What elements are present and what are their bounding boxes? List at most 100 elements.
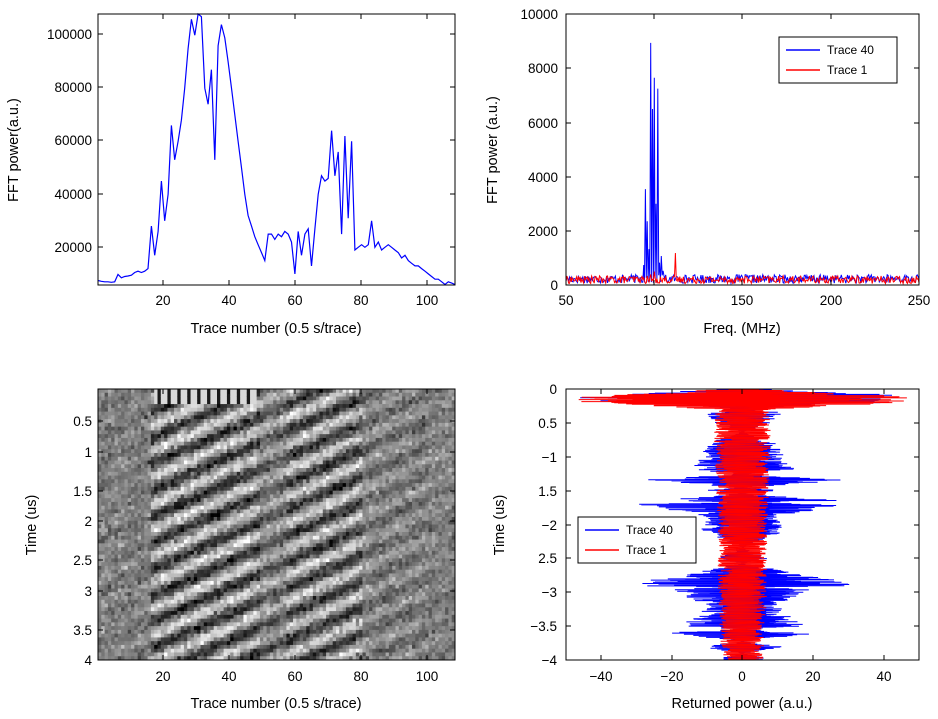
bl-pixel xyxy=(170,524,175,529)
bl-pixel xyxy=(197,415,201,420)
bl-pixel xyxy=(127,475,132,480)
bl-pixel xyxy=(124,468,129,473)
tl-xtick-label: 40 xyxy=(221,293,236,308)
bl-pixel xyxy=(296,411,301,416)
bl-pixel xyxy=(279,441,284,446)
bl-pixel xyxy=(213,599,218,604)
bl-pixel xyxy=(259,419,264,424)
bl-pixel xyxy=(302,389,307,394)
bl-pixel xyxy=(121,392,125,397)
bl-pixel xyxy=(306,415,310,420)
bl-pixel xyxy=(279,494,284,499)
bl-pixel xyxy=(319,430,324,435)
bl-pixel xyxy=(101,404,106,409)
bl-pixel xyxy=(233,509,238,514)
bl-pixel xyxy=(319,599,324,604)
bl-pixel xyxy=(164,392,168,397)
bl-pixel xyxy=(170,652,175,657)
bl-pixel xyxy=(197,547,201,552)
bl-pixel xyxy=(111,599,115,604)
bl-pixel xyxy=(217,460,221,465)
bl-pixel xyxy=(197,513,201,518)
bl-pixel xyxy=(276,641,281,646)
bl-pixel xyxy=(273,392,277,397)
bl-pixel xyxy=(203,460,208,465)
bl-pixel xyxy=(269,464,274,469)
bl-pixel xyxy=(147,468,152,473)
bl-pixel xyxy=(253,445,258,450)
bl-pixel xyxy=(137,607,142,612)
bl-pixel xyxy=(107,483,112,488)
bl-pixel xyxy=(187,396,191,401)
bl-pixel xyxy=(104,422,109,428)
bl-pixel xyxy=(273,509,277,514)
bl-pixel xyxy=(157,430,162,435)
bl-pixel xyxy=(137,422,142,428)
bl-pixel xyxy=(293,404,297,409)
bl-pixel xyxy=(306,622,310,627)
bl-pixel xyxy=(144,445,148,450)
bl-pixel xyxy=(276,588,281,593)
bl-pixel xyxy=(177,494,182,499)
bl-pixel xyxy=(283,434,287,439)
bl-pixel xyxy=(207,543,211,548)
bl-pixel xyxy=(259,509,264,514)
bl-pixel xyxy=(210,392,215,397)
bl-pixel xyxy=(111,475,115,480)
bl-pixel xyxy=(217,607,221,612)
bl-pixel xyxy=(293,437,297,443)
bl-pixel xyxy=(230,577,234,582)
bl-pixel xyxy=(157,629,162,635)
bl-pixel xyxy=(223,539,228,544)
bl-pixel xyxy=(286,400,291,405)
bl-pixel xyxy=(190,498,195,503)
bl-pixel xyxy=(309,532,314,537)
bl-pixel xyxy=(187,434,191,439)
bl-pixel xyxy=(223,588,228,593)
bl-pixel xyxy=(269,562,274,567)
bl-pixel xyxy=(117,475,122,480)
bl-pixel xyxy=(160,611,165,616)
bl-pixel xyxy=(220,584,225,589)
bl-pixel xyxy=(121,656,125,660)
bl-pixel xyxy=(164,498,168,503)
bl-pixel xyxy=(256,614,261,619)
bl-pixel xyxy=(236,648,241,653)
bl-pixel xyxy=(131,565,135,571)
bl-pixel xyxy=(164,607,168,612)
bl-pixel xyxy=(144,614,148,619)
bl-pixel xyxy=(114,588,119,593)
bl-pixel xyxy=(279,524,284,529)
bl-pixel xyxy=(263,611,267,616)
bl-pixel xyxy=(200,396,205,401)
bl-pixel xyxy=(233,471,238,476)
bl-pixel xyxy=(114,644,119,650)
bl-pixel xyxy=(302,449,307,454)
bl-pixel xyxy=(283,486,287,492)
bl-pixel xyxy=(309,592,314,597)
bl-pixel xyxy=(306,419,310,424)
bl-pixel xyxy=(296,486,301,492)
bl-pixel xyxy=(164,501,168,507)
bl-pixel xyxy=(190,422,195,428)
bl-pixel xyxy=(131,437,135,443)
bl-pixel xyxy=(177,475,182,480)
bl-pixel xyxy=(104,513,109,518)
bl-pixel xyxy=(286,637,291,642)
bl-pixel xyxy=(256,558,261,563)
bl-pixel xyxy=(306,468,310,473)
bl-pixel xyxy=(197,411,201,416)
bl-pixel xyxy=(302,644,307,650)
bl-pixel xyxy=(114,611,119,616)
bl-pixel xyxy=(217,592,221,597)
bl-pixel xyxy=(144,547,148,552)
bl-pixel xyxy=(299,550,304,556)
bl-pixel xyxy=(147,513,152,518)
bl-pixel xyxy=(203,520,208,525)
bl-pixel xyxy=(243,633,248,638)
bl-pixel xyxy=(117,599,122,604)
bl-pixel xyxy=(299,532,304,537)
bl-pixel xyxy=(236,584,241,589)
bl-pixel xyxy=(190,607,195,612)
bl-pixel xyxy=(180,614,185,619)
